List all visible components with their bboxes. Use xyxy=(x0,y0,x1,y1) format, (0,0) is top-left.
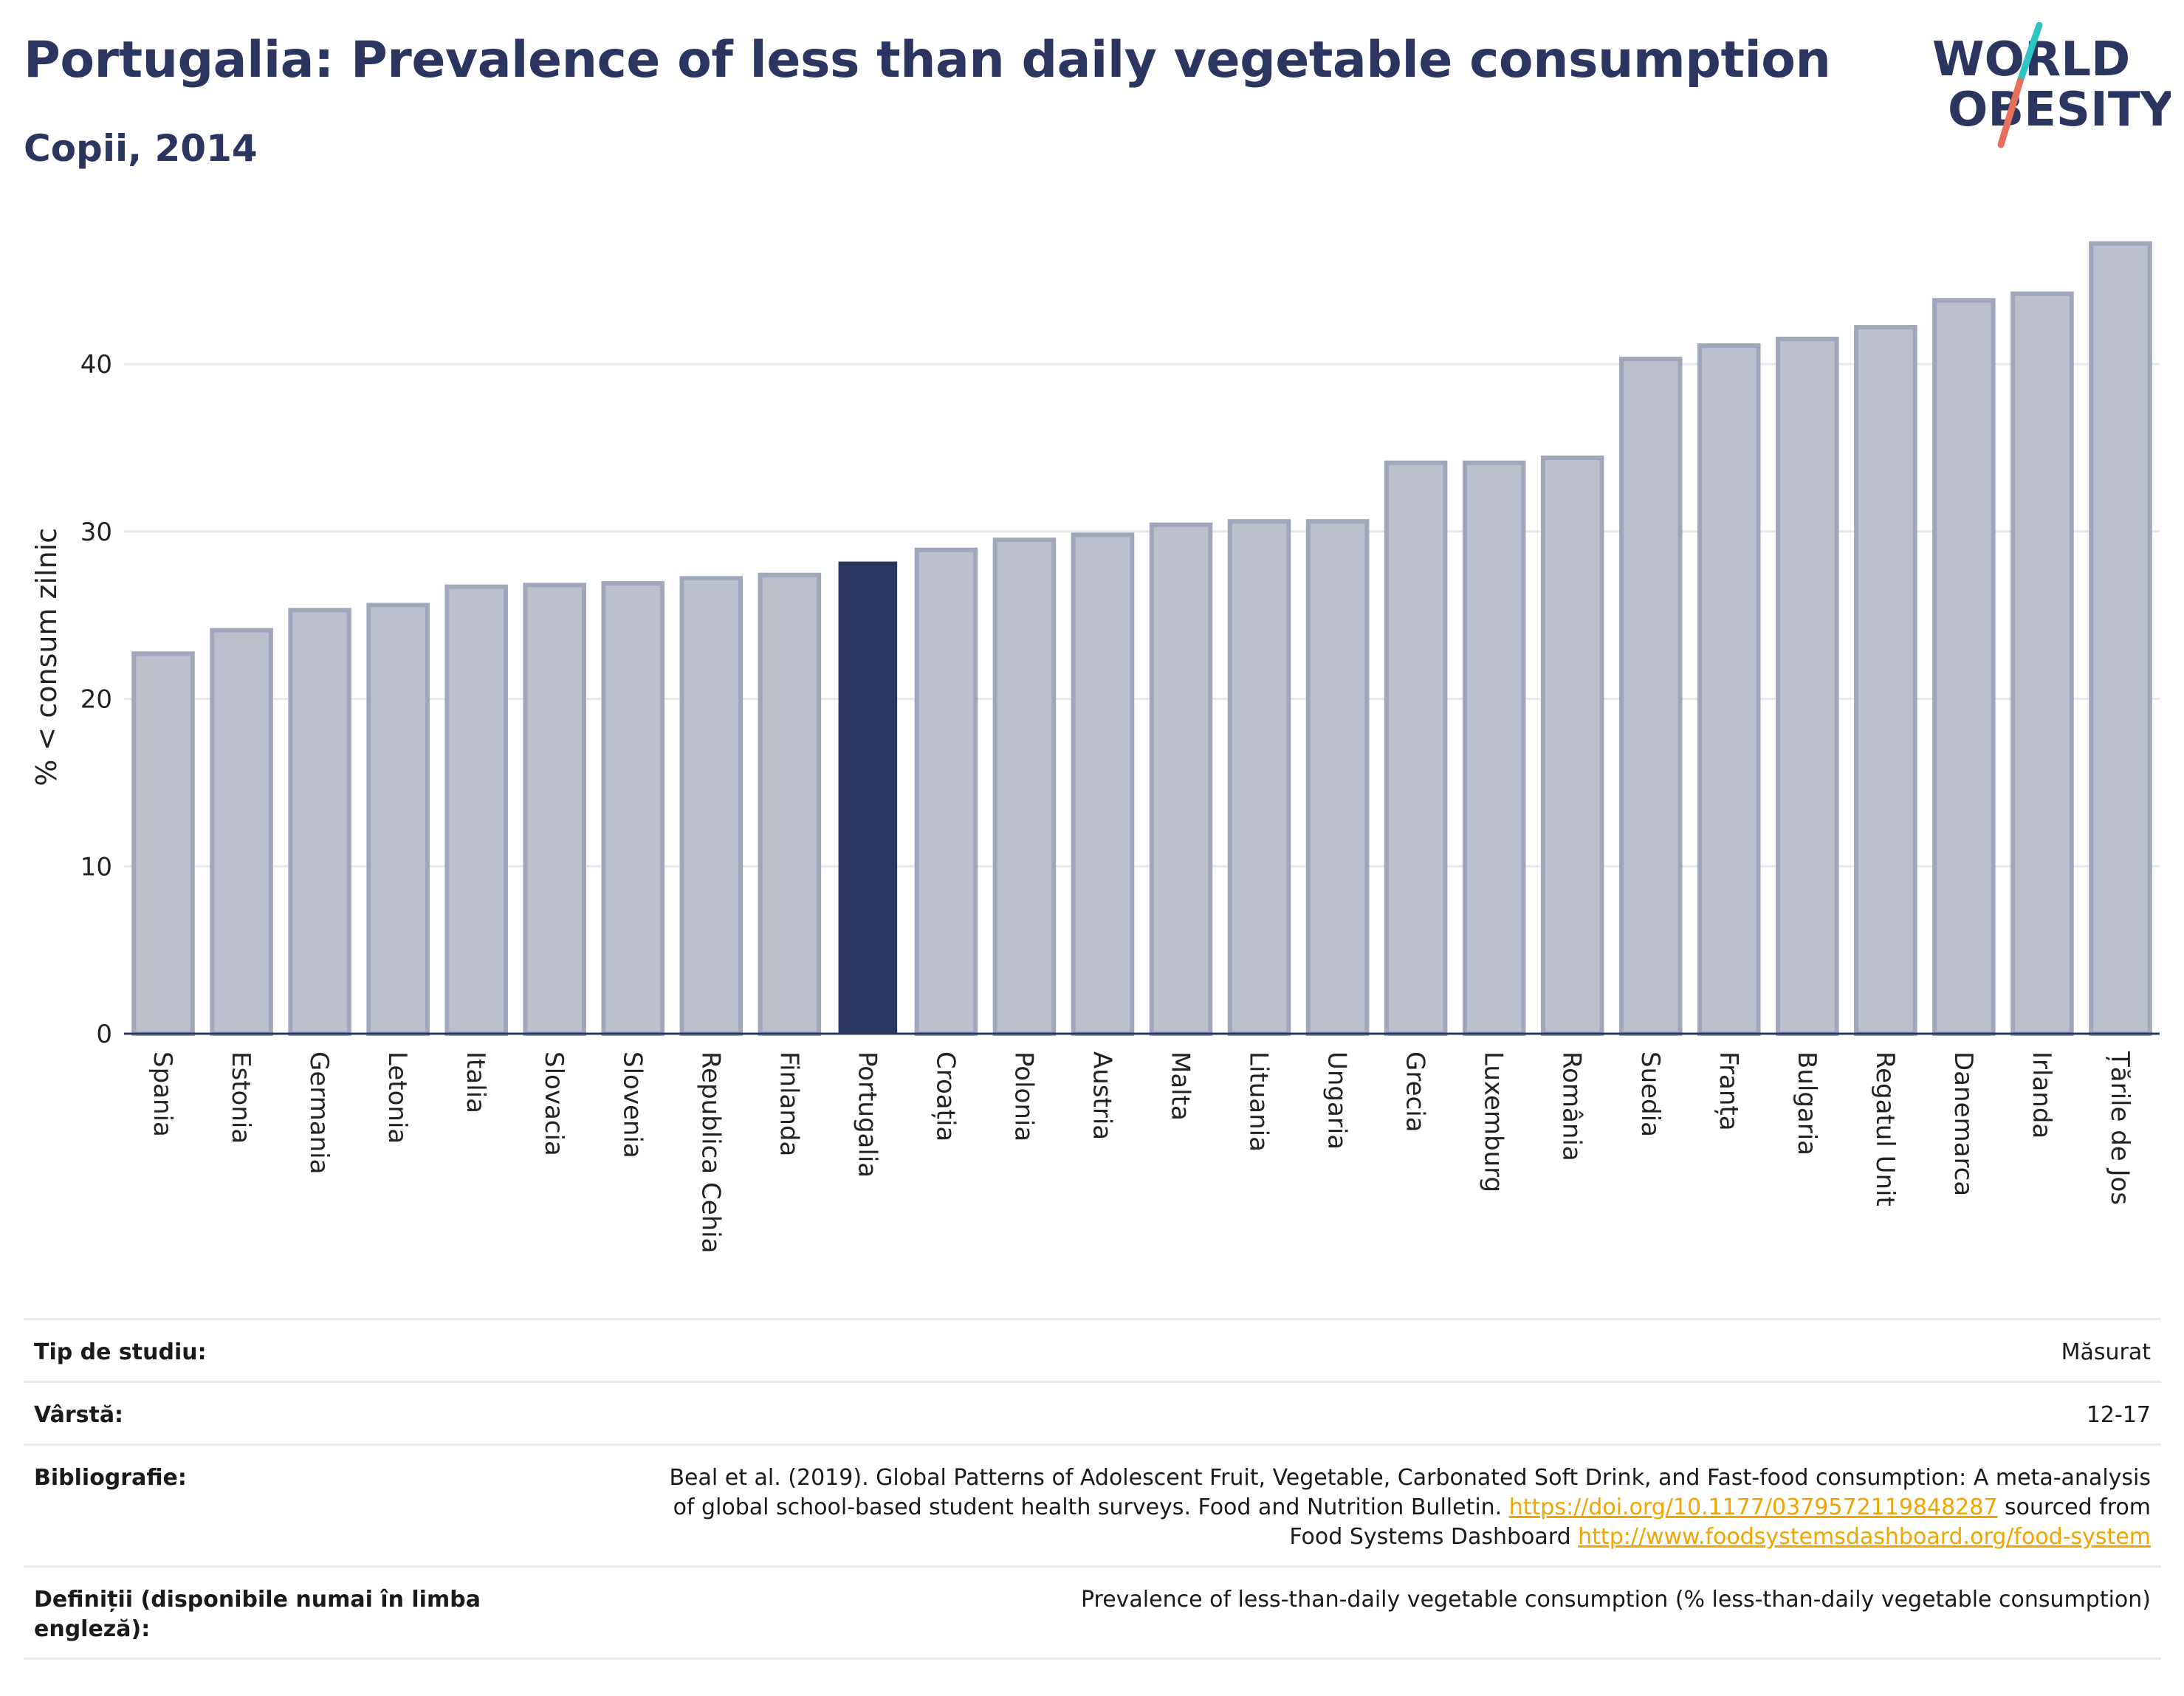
x-tick-label: Suedia xyxy=(1635,1051,1665,1137)
meta-value: Măsurat xyxy=(2061,1339,2151,1365)
y-tick-label: 20 xyxy=(80,685,112,715)
bar-slovacia[interactable] xyxy=(523,583,586,1036)
bar-austria[interactable] xyxy=(1071,532,1135,1036)
bar-suedia[interactable] xyxy=(1618,357,1683,1036)
x-tick-label: Lituania xyxy=(1244,1051,1274,1152)
meta-label: Tip de studiu: xyxy=(34,1339,207,1365)
meta-row-age: Vârstă: 12-17 xyxy=(24,1381,2161,1443)
y-tick-label: 10 xyxy=(80,852,112,882)
x-tick-label: Republica Cehia xyxy=(696,1051,725,1253)
logo-line2: OBESITY xyxy=(1948,83,2171,137)
meta-label: Vârstă: xyxy=(34,1402,124,1428)
bar-regatul-unit[interactable] xyxy=(1854,325,1917,1036)
x-tick-label: Luxemburg xyxy=(1479,1051,1508,1192)
x-tick-label: Spania xyxy=(148,1051,177,1137)
bar-polonia[interactable] xyxy=(992,538,1057,1036)
x-tick-label: Irlanda xyxy=(2027,1051,2056,1139)
x-tick-label: Țările de Jos xyxy=(2105,1051,2135,1205)
x-tick-label: Italia xyxy=(461,1051,490,1113)
tick-labels: 0 10 20 30 40 % < consum zilnic Spania Estonia G… xyxy=(30,350,2135,1253)
x-tick-label: Slovenia xyxy=(617,1051,647,1158)
x-tick-label: Austria xyxy=(1087,1051,1116,1140)
x-tick-label: Portugalia xyxy=(852,1051,882,1178)
x-tick-label: Malta xyxy=(1166,1051,1195,1121)
bar-slovenia[interactable] xyxy=(601,581,665,1036)
bar-letonia[interactable] xyxy=(366,602,430,1036)
page-subtitle: Copii, 2014 xyxy=(24,127,258,170)
meta-value: Beal et al. (2019). Global Patterns of A… xyxy=(551,1463,2151,1552)
food-systems-link[interactable]: http://www.foodsystemsdashboard.org/food… xyxy=(1578,1524,2151,1550)
y-tick-label: 40 xyxy=(80,350,112,380)
x-tick-label: Letonia xyxy=(382,1051,412,1144)
bar-ungaria[interactable] xyxy=(1305,519,1370,1036)
x-tick-label: Croația xyxy=(930,1051,960,1141)
bar-danemarca[interactable] xyxy=(1932,298,1996,1036)
x-tick-label: Ungaria xyxy=(1322,1051,1352,1150)
bars xyxy=(131,241,2152,1036)
bar-finlanda[interactable] xyxy=(758,572,822,1036)
y-tick-label: 30 xyxy=(80,518,112,547)
x-tick-label: Germania xyxy=(304,1051,334,1174)
bar-grecia[interactable] xyxy=(1384,460,1448,1036)
bibliography-line2: of global school-based student health su… xyxy=(673,1494,1509,1520)
bar-irlanda[interactable] xyxy=(2010,291,2074,1036)
meta-label: Bibliografie: xyxy=(34,1465,187,1491)
bar-luxemburg[interactable] xyxy=(1462,460,1526,1036)
x-tick-label: Franța xyxy=(1714,1051,1743,1131)
bar-republica-cehia[interactable] xyxy=(679,576,744,1036)
y-axis-title: % < consum zilnic xyxy=(30,528,63,786)
bibliography-line1: Beal et al. (2019). Global Patterns of A… xyxy=(669,1465,2151,1491)
logo-slash-teal xyxy=(2016,22,2043,85)
x-tick-label: Regatul Unit xyxy=(1870,1051,1900,1206)
x-tick-label: Estonia xyxy=(226,1051,255,1144)
bar-germania[interactable] xyxy=(288,608,351,1036)
bar-spania[interactable] xyxy=(131,651,195,1036)
logo-slash-red xyxy=(1997,78,2024,148)
y-tick-label: 0 xyxy=(96,1020,112,1049)
x-tick-label: Bulgaria xyxy=(1792,1051,1821,1156)
bar-lituania[interactable] xyxy=(1227,519,1291,1036)
x-tick-label: Danemarca xyxy=(1948,1051,1978,1196)
x-tick-label: Polonia xyxy=(1009,1051,1038,1141)
page-title: Portugalia: Prevalence of less than dail… xyxy=(24,31,1831,89)
x-tick-label: Finlanda xyxy=(774,1051,803,1156)
doi-link[interactable]: https://doi.org/10.1177/0379572119848287 xyxy=(1508,1494,1998,1520)
bibliography-sourced: sourced from xyxy=(1997,1494,2151,1520)
meta-value: 12-17 xyxy=(2086,1402,2151,1428)
x-tick-label: Grecia xyxy=(1401,1051,1430,1132)
bar-malta[interactable] xyxy=(1149,522,1213,1036)
bar-țările-de-jos[interactable] xyxy=(2089,241,2152,1036)
meta-label: Definiții (disponibile numai în limba en… xyxy=(34,1587,481,1642)
meta-value: Prevalence of less-than-daily vegetable … xyxy=(1080,1587,2151,1613)
bar-estonia[interactable] xyxy=(210,628,273,1036)
bar-italia[interactable] xyxy=(444,584,508,1036)
bar-franța[interactable] xyxy=(1697,343,1761,1036)
world-obesity-logo: WORLD OBESITY xyxy=(1932,22,2171,148)
bar-croația[interactable] xyxy=(914,547,978,1036)
meta-row-definitions: Definiții (disponibile numai în limba en… xyxy=(24,1565,2161,1660)
x-tick-label: Slovacia xyxy=(539,1051,569,1156)
metadata-table: Tip de studiu: Măsurat Vârstă: 12-17 Bib… xyxy=(24,1318,2161,1660)
bar-portugalia[interactable] xyxy=(838,561,898,1034)
x-tick-label: România xyxy=(1557,1051,1587,1161)
bar-românia[interactable] xyxy=(1540,455,1604,1036)
meta-row-bibliography: Bibliografie: Beal et al. (2019). Global… xyxy=(24,1443,2161,1565)
bar-bulgaria[interactable] xyxy=(1776,336,1839,1036)
meta-row-study-type: Tip de studiu: Măsurat xyxy=(24,1318,2161,1381)
bibliography-line3: Food Systems Dashboard xyxy=(1289,1524,1579,1550)
bar-chart: 0 10 20 30 40 % < consum zilnic Spania Estonia G… xyxy=(30,241,2160,1253)
